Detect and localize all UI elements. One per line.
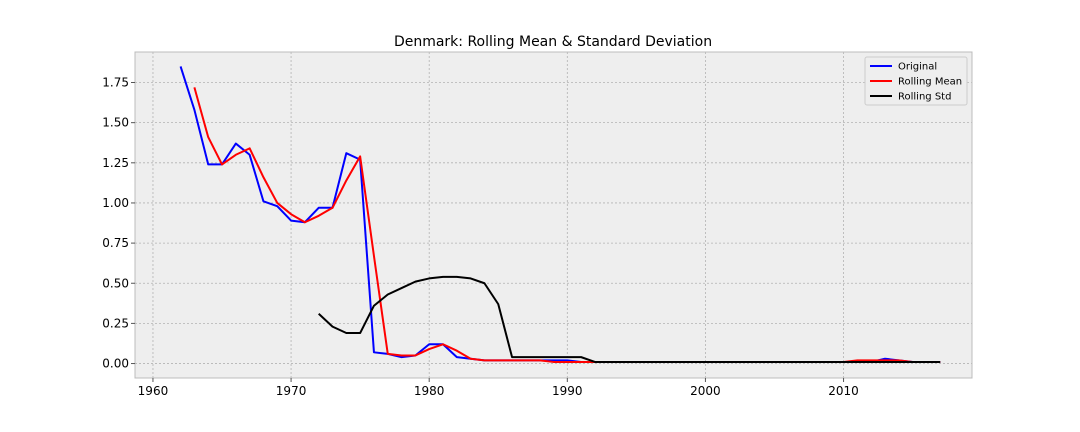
legend: Original Rolling Mean Rolling Std xyxy=(864,56,968,106)
x-tick-label: 1990 xyxy=(552,384,583,398)
x-tick-label: 1960 xyxy=(138,384,169,398)
y-tick-label: 1.25 xyxy=(102,156,129,170)
y-tick-label: 0.25 xyxy=(102,316,129,330)
x-tick-label: 2000 xyxy=(690,384,721,398)
x-tick-label: 2010 xyxy=(828,384,859,398)
plot-frame xyxy=(134,51,973,379)
y-tick-label: 1.50 xyxy=(102,116,129,130)
y-tick-label: 0.00 xyxy=(102,357,129,371)
x-tick-label: 1970 xyxy=(276,384,307,398)
plot-area xyxy=(135,52,972,378)
series-line-rolling-std xyxy=(318,275,941,363)
y-axis: 0.00 0.25 0.50 0.75 1.00 1.25 1.50 1.75 xyxy=(102,76,135,371)
grid-lines xyxy=(135,52,972,378)
legend-label-rolling-mean: Rolling Mean xyxy=(898,77,962,88)
legend-label-original: Original xyxy=(898,62,937,73)
x-tick-label: 1980 xyxy=(414,384,445,398)
x-axis: 1960 1970 1980 1990 2000 2010 xyxy=(138,378,859,398)
legend-box xyxy=(864,56,968,106)
legend-label-rolling-std: Rolling Std xyxy=(898,92,951,103)
y-tick-label: 0.50 xyxy=(102,276,129,290)
y-tick-label: 1.75 xyxy=(102,76,129,90)
y-tick-label: 0.75 xyxy=(102,236,129,250)
chart-title: Denmark: Rolling Mean & Standard Deviati… xyxy=(394,34,712,50)
series-layer xyxy=(179,66,941,363)
y-tick-label: 1.00 xyxy=(102,196,129,210)
